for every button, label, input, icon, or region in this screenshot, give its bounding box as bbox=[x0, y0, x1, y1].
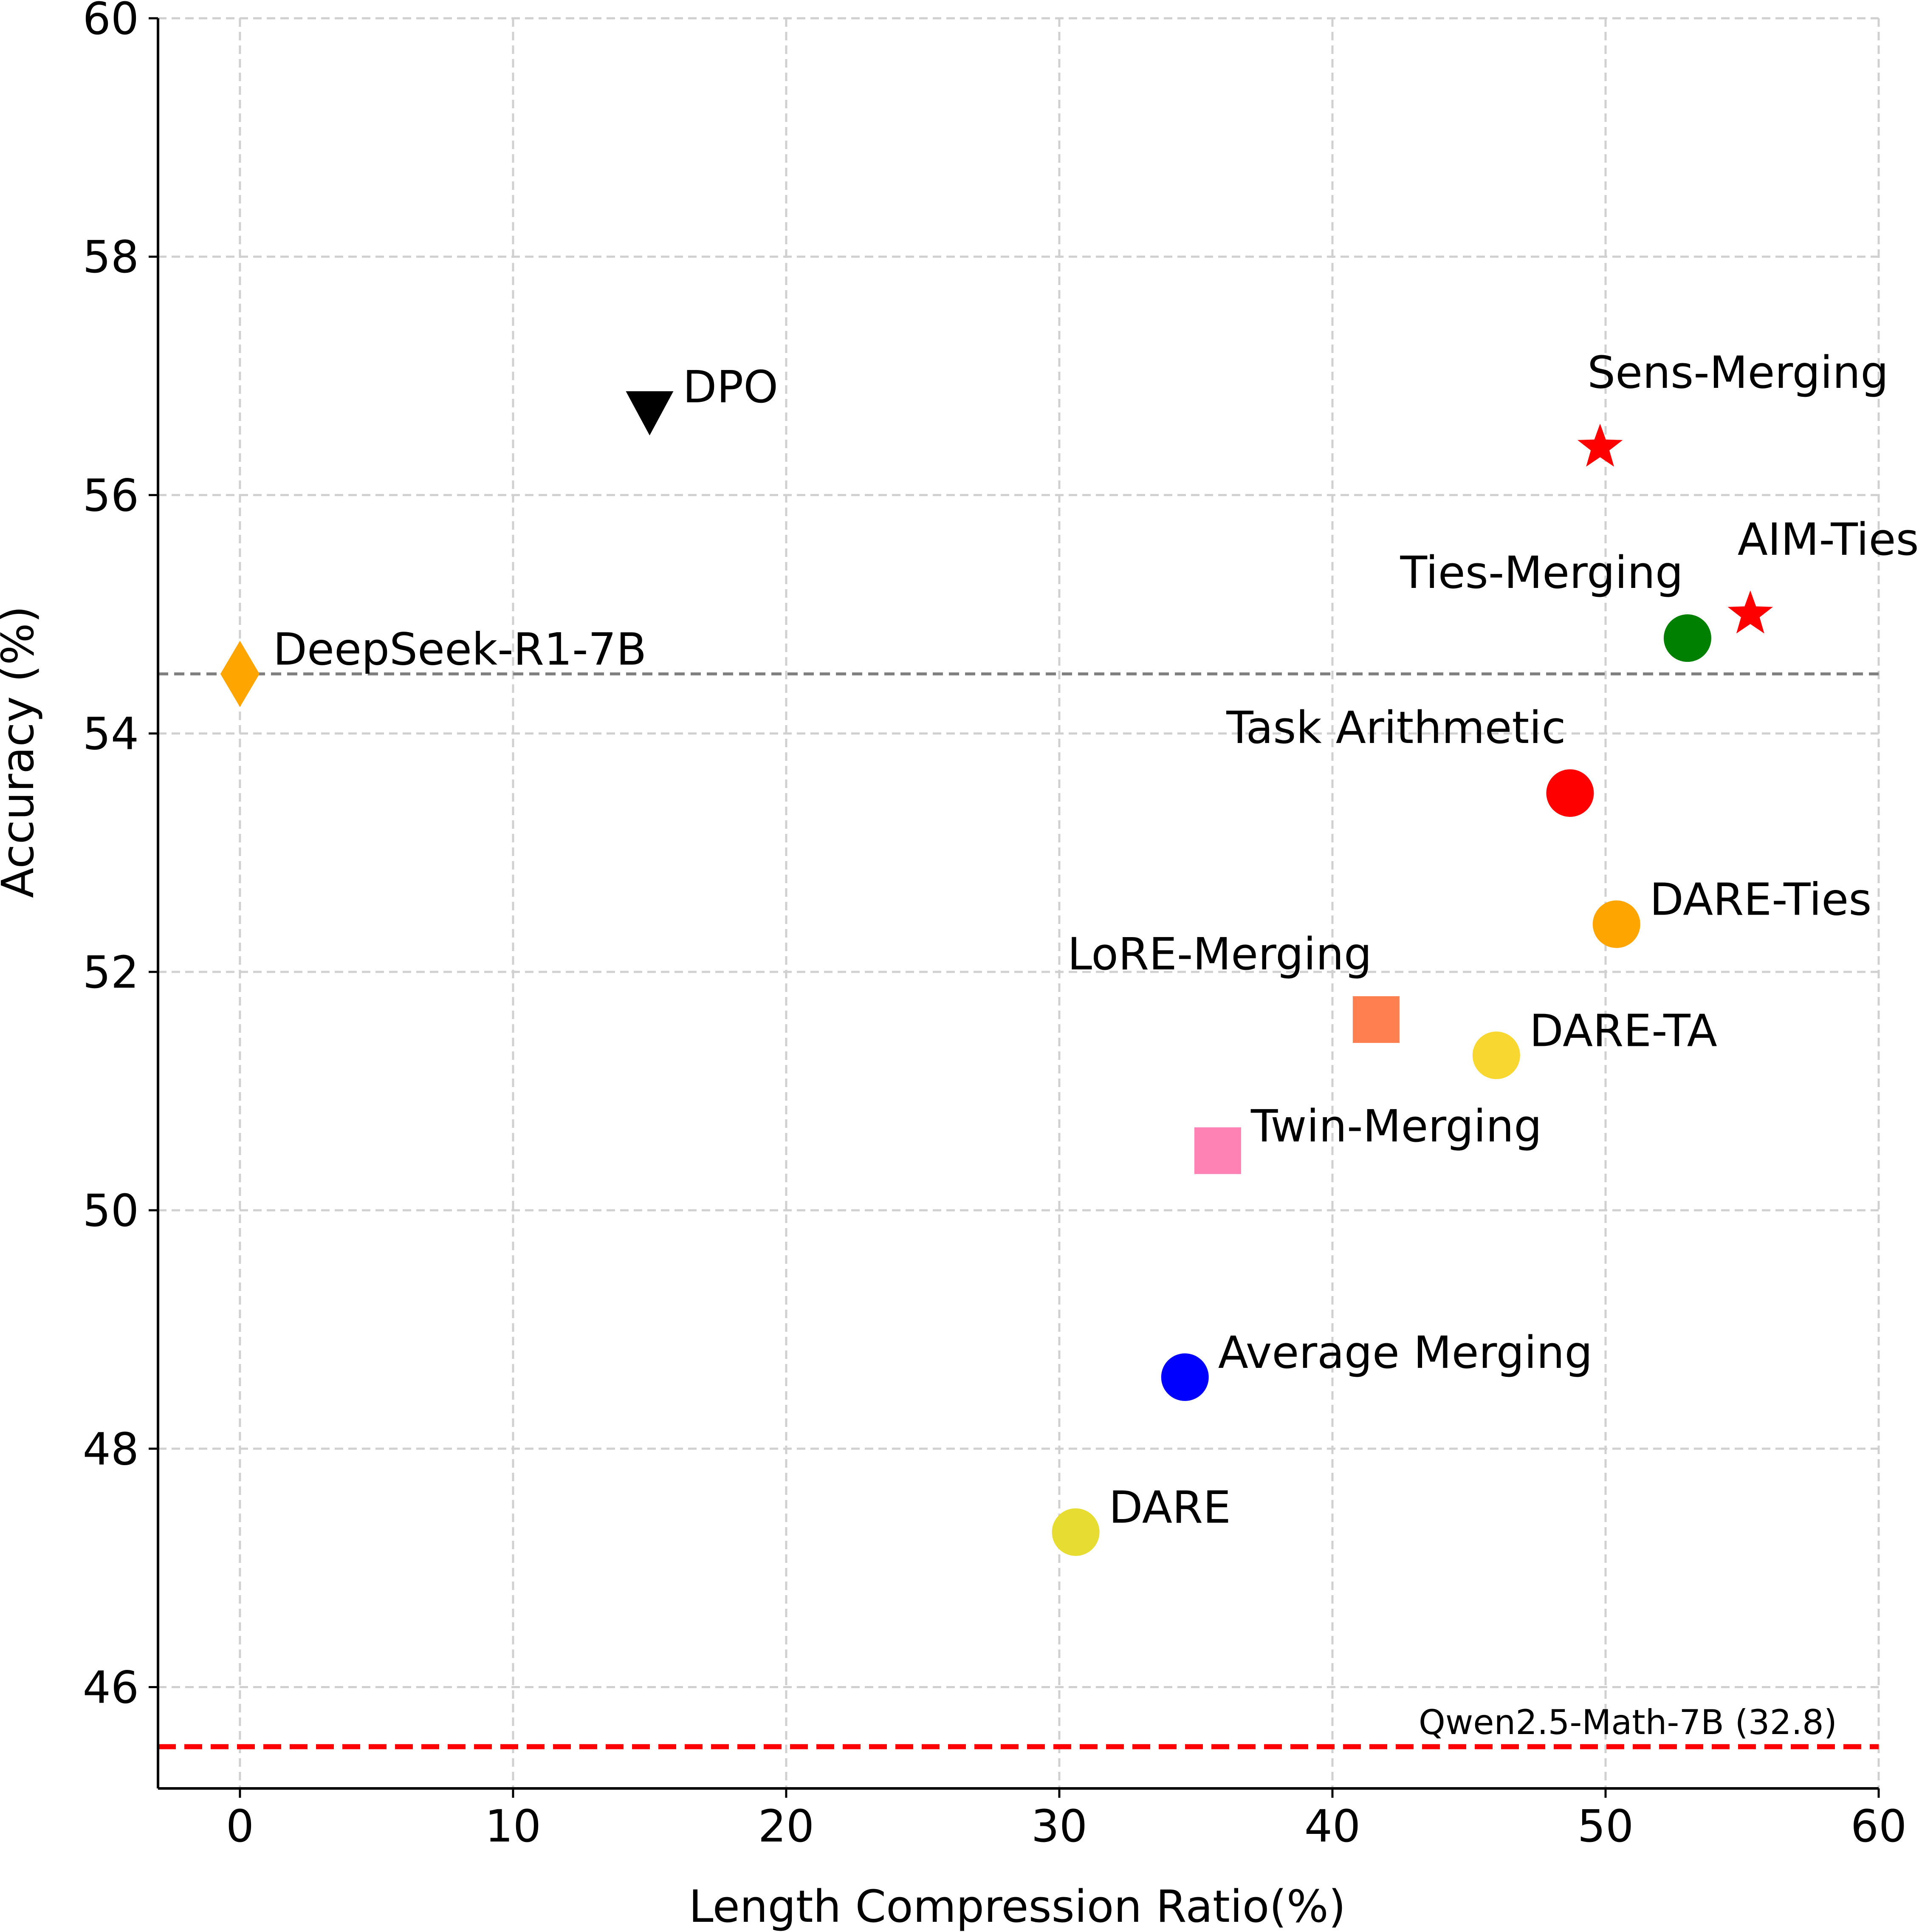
point-label: Ties-Merging bbox=[1400, 547, 1683, 599]
point-marker bbox=[1592, 900, 1640, 948]
point-marker bbox=[220, 641, 260, 707]
point-marker bbox=[1161, 1353, 1209, 1401]
x-tick-label: 60 bbox=[1851, 1800, 1907, 1852]
reference-lines: Qwen2.5-Math-7B (32.8) bbox=[158, 672, 1879, 1749]
y-tick-label: 58 bbox=[83, 231, 139, 283]
axes: 0 10 20 30 40 50 60 46 48 50 52 54 56 58 60 bbox=[83, 0, 1907, 1852]
x-tick-label: 0 bbox=[226, 1800, 254, 1852]
point-label: DARE-Ties bbox=[1650, 874, 1872, 926]
y-axis-label: Accuracy (%) bbox=[0, 606, 44, 898]
point-marker bbox=[1663, 614, 1711, 662]
y-tick-label: 46 bbox=[83, 1661, 139, 1713]
point-label: Sens-Merging bbox=[1587, 347, 1888, 398]
point-labels: DPO Sens-Merging AIM-Ties Ties-Merging DeepS… bbox=[273, 347, 1919, 1534]
y-tick-label: 52 bbox=[83, 946, 139, 998]
point-marker bbox=[1577, 424, 1623, 467]
point-label: DeepSeek-R1-7B bbox=[273, 623, 646, 675]
point-label: DARE-TA bbox=[1530, 1005, 1717, 1056]
point-label: AIM-Ties bbox=[1738, 514, 1919, 565]
point-marker bbox=[626, 391, 674, 435]
point-label: Average Merging bbox=[1218, 1327, 1593, 1378]
y-tick-label: 54 bbox=[83, 708, 139, 760]
point-marker bbox=[1472, 1031, 1520, 1079]
x-tick-label: 40 bbox=[1304, 1800, 1360, 1852]
x-tick-label: 20 bbox=[758, 1800, 814, 1852]
y-tick-label: 48 bbox=[83, 1423, 139, 1475]
point-label: DARE bbox=[1109, 1482, 1231, 1534]
x-axis-label: Length Compression Ratio(%) bbox=[689, 1881, 1346, 1932]
reference-line-label: Qwen2.5-Math-7B (32.8) bbox=[1419, 1703, 1837, 1742]
point-marker bbox=[1052, 1508, 1100, 1556]
point-marker bbox=[1727, 590, 1773, 634]
y-tick-label: 56 bbox=[83, 469, 139, 521]
x-tick-label: 10 bbox=[485, 1800, 541, 1852]
grid-layer bbox=[158, 17, 1880, 1788]
point-label: DPO bbox=[683, 361, 778, 413]
y-tick-label: 60 bbox=[83, 0, 139, 45]
point-marker bbox=[1546, 769, 1594, 817]
point-label: Task Arithmetic bbox=[1226, 702, 1566, 754]
x-tick-label: 50 bbox=[1578, 1800, 1634, 1852]
y-tick-label: 50 bbox=[83, 1185, 139, 1237]
data-points bbox=[220, 391, 1773, 1556]
x-tick-label: 30 bbox=[1031, 1800, 1087, 1852]
point-marker bbox=[1352, 996, 1400, 1043]
point-marker bbox=[1194, 1127, 1241, 1174]
point-label: Twin-Merging bbox=[1250, 1100, 1542, 1152]
point-label: LoRE-Merging bbox=[1067, 928, 1372, 980]
